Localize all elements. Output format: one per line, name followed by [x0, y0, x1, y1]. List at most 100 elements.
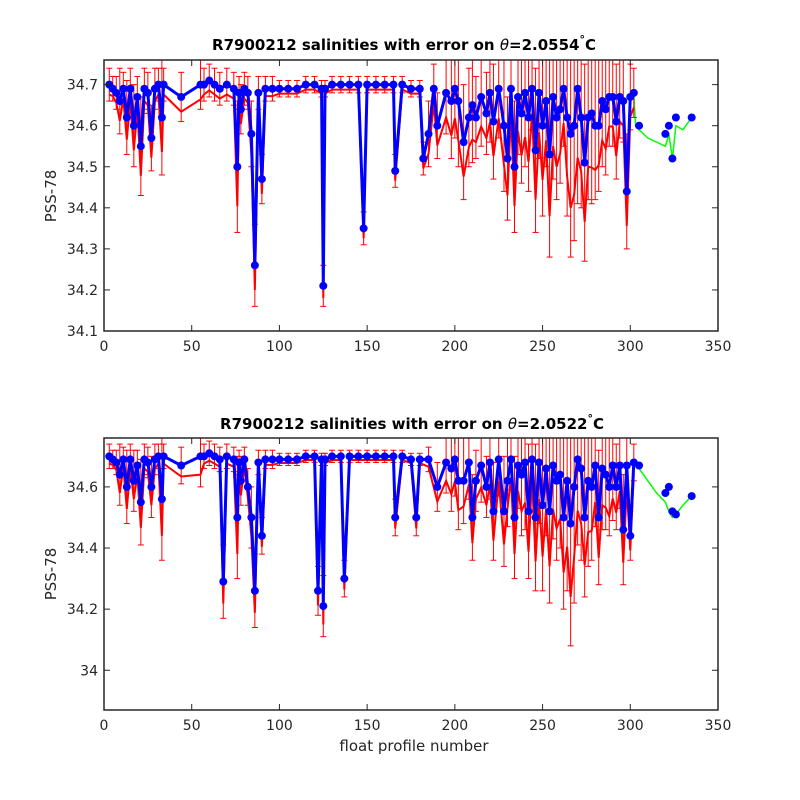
salinity-point [268, 455, 277, 464]
salinity-point [177, 461, 186, 470]
salinity-point [671, 510, 680, 519]
salinity-point [380, 452, 389, 461]
salinity-point [545, 150, 554, 159]
salinity-point [556, 470, 565, 479]
salinity-point [622, 187, 631, 196]
y-tick-label: 34.2 [67, 283, 98, 299]
salinity-point [494, 455, 503, 464]
salinity-point [687, 492, 696, 501]
salinity-point [587, 482, 596, 491]
salinity-point [391, 166, 400, 175]
salinity-point [336, 80, 345, 89]
x-tick-label: 350 [705, 339, 732, 355]
salinity-point [301, 452, 310, 461]
salinity-point [336, 452, 345, 461]
salinity-point [268, 84, 277, 93]
x-tick-label: 200 [441, 718, 468, 734]
salinity-point [612, 117, 621, 126]
salinity-point [573, 84, 582, 93]
salinity-point [464, 113, 473, 122]
y-tick-label: 34.4 [67, 201, 98, 217]
error-envelope-line [108, 458, 635, 625]
x-tick-label: 250 [529, 718, 556, 734]
salinity-point [629, 88, 638, 97]
salinity-point [126, 455, 135, 464]
x-tick-label: 350 [705, 718, 732, 734]
salinity-point [292, 455, 301, 464]
salinity-point [419, 154, 428, 163]
salinity-point [380, 80, 389, 89]
salinity-point [528, 455, 537, 464]
x-tick-label: 100 [266, 339, 293, 355]
salinity-point [363, 452, 372, 461]
salinity-point [143, 88, 152, 97]
top-chart-title: R7900212 salinities with error on θ=2.05… [212, 33, 596, 54]
salinity-point [115, 470, 124, 479]
salinity-point [608, 461, 617, 470]
salinity-point [521, 88, 530, 97]
salinity-point [147, 482, 156, 491]
salinity-point [398, 452, 407, 461]
salinity-point [521, 458, 530, 467]
y-tick-label: 34.6 [67, 119, 98, 135]
y-tick-label: 34.1 [67, 324, 98, 340]
salinity-point [552, 113, 561, 122]
salinity-point [284, 84, 293, 93]
x-tick-label: 300 [617, 718, 644, 734]
salinity-point [177, 92, 186, 101]
x-tick-label: 150 [354, 718, 381, 734]
salinity-point [215, 455, 224, 464]
salinity-point [619, 525, 628, 534]
salinity-point [143, 458, 152, 467]
salinity-point [503, 154, 512, 163]
salinity-point [580, 158, 589, 167]
salinity-point [254, 458, 263, 467]
salinity-point [240, 455, 249, 464]
salinity-point [136, 498, 145, 507]
x-tick-label: 300 [617, 339, 644, 355]
salinity-point [559, 84, 568, 93]
salinity-point [459, 476, 468, 485]
salinity-point [222, 452, 231, 461]
salinity-point [464, 458, 473, 467]
salinity-point [531, 513, 540, 522]
bottom-chart-panel: R7900212 salinities with error on θ=2.05… [42, 412, 732, 755]
salinity-point [573, 455, 582, 464]
salinity-point [528, 84, 537, 93]
y-tick-label: 34 [80, 663, 98, 679]
salinity-point [133, 92, 142, 101]
salinity-point [517, 109, 526, 118]
salinity-point [447, 97, 456, 106]
salinity-point [415, 455, 424, 464]
salinity-point [219, 577, 228, 586]
salinity-point [398, 80, 407, 89]
salinity-line [108, 79, 635, 288]
salinity-point [433, 482, 442, 491]
salinity-point [275, 455, 284, 464]
salinity-point [584, 476, 593, 485]
salinity-point [577, 464, 586, 473]
salinity-point [687, 113, 696, 122]
salinity-point [129, 121, 138, 130]
salinity-point [535, 88, 544, 97]
salinity-point [247, 513, 256, 522]
salinity-point [236, 105, 245, 114]
salinity-point [570, 482, 579, 491]
plot-content [105, 438, 696, 647]
salinity-point [442, 88, 451, 97]
salinity-point [412, 513, 421, 522]
salinity-point [510, 513, 519, 522]
salinity-point [538, 121, 547, 130]
salinity-point [608, 92, 617, 101]
salinity-point [635, 121, 644, 130]
salinity-point [415, 84, 424, 93]
salinity-point [664, 482, 673, 491]
salinity-point [319, 602, 328, 611]
salinity-point [136, 142, 145, 151]
salinity-point [310, 452, 319, 461]
salinity-point [598, 464, 607, 473]
y-tick-label: 34.4 [67, 541, 98, 557]
salinity-point [407, 84, 415, 93]
salinity-point [450, 455, 459, 464]
